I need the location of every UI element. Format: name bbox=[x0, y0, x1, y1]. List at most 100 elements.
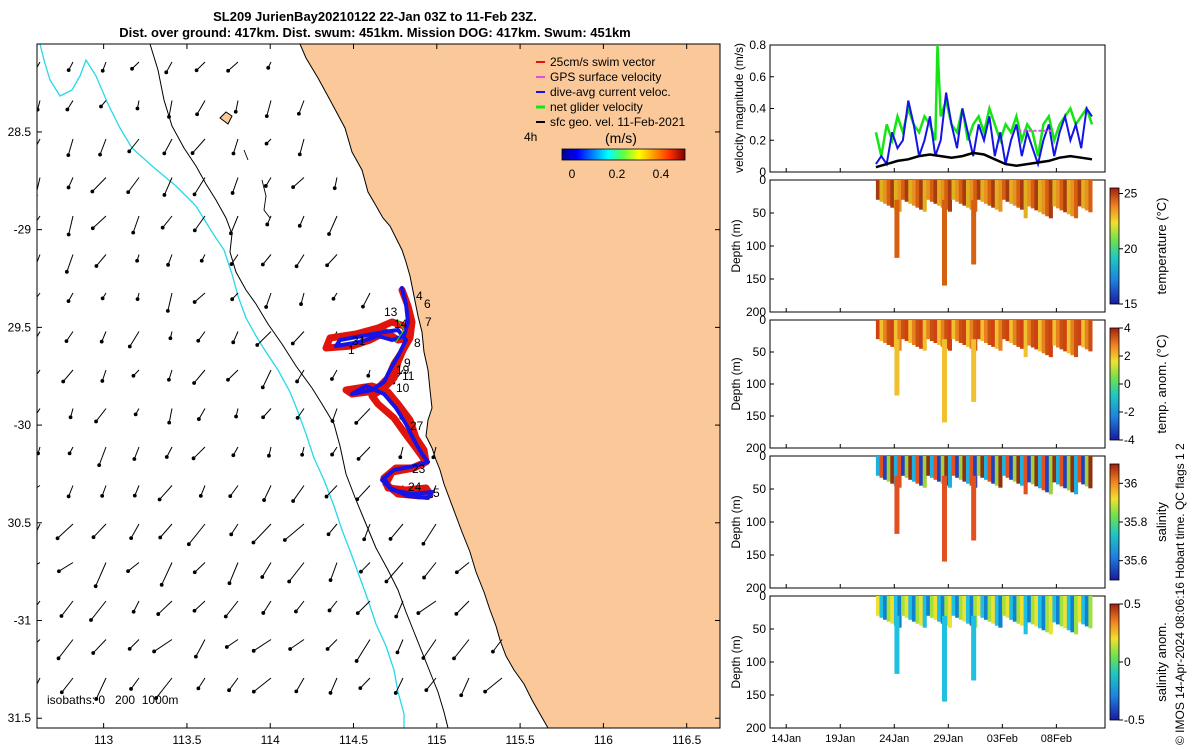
current-vector bbox=[129, 639, 140, 650]
section-cell bbox=[1084, 456, 1089, 487]
section-cell bbox=[919, 456, 924, 486]
section-cell bbox=[1045, 320, 1050, 356]
section-cell bbox=[1016, 180, 1021, 208]
current-vector bbox=[265, 292, 272, 308]
section-cell bbox=[980, 596, 985, 618]
section-cell bbox=[958, 456, 963, 480]
deep-profile bbox=[971, 615, 977, 681]
section-cell bbox=[940, 456, 945, 484]
section-y-tick-label: 0 bbox=[759, 589, 766, 603]
current-vector-head bbox=[299, 302, 303, 306]
current-vector bbox=[359, 677, 371, 689]
current-vector bbox=[98, 446, 107, 466]
section-cell bbox=[1045, 180, 1050, 217]
map-y-tick-label: 29.5 bbox=[8, 320, 32, 334]
deep-profile bbox=[894, 615, 900, 674]
section-cell bbox=[879, 596, 884, 618]
current-vector-head bbox=[91, 535, 96, 540]
section-cell bbox=[897, 320, 902, 351]
section-y-tick-label: 200 bbox=[746, 721, 766, 735]
section-cell bbox=[1070, 456, 1075, 493]
map-legend: 25cm/s swim vector GPS surface velocity … bbox=[524, 55, 686, 181]
current-vector-head bbox=[91, 651, 96, 655]
section-cell bbox=[933, 596, 938, 620]
map-x-tick-label: 116.5 bbox=[672, 733, 701, 747]
current-vector-head bbox=[260, 385, 265, 390]
current-vector bbox=[165, 61, 173, 73]
current-vector bbox=[328, 215, 338, 235]
waypoint-label: 23 bbox=[412, 462, 426, 476]
current-vector-head bbox=[190, 151, 195, 155]
section-cell bbox=[937, 456, 942, 482]
current-vector-head bbox=[265, 222, 270, 227]
current-vector-head bbox=[228, 494, 233, 499]
current-vector bbox=[162, 215, 173, 228]
current-vector bbox=[37, 177, 41, 193]
map-x-tick-label: 116 bbox=[594, 733, 613, 747]
section-cell bbox=[890, 320, 895, 347]
current-vector-head bbox=[229, 262, 234, 266]
section-cell bbox=[1070, 320, 1075, 356]
current-vector-head bbox=[32, 269, 35, 272]
section-cell bbox=[1056, 320, 1061, 348]
section-cell bbox=[947, 456, 952, 488]
current-vector-head bbox=[135, 258, 140, 263]
section-cell bbox=[1030, 180, 1035, 209]
section-cell bbox=[1048, 320, 1053, 358]
current-vector-head bbox=[129, 687, 133, 691]
current-vector bbox=[68, 485, 74, 497]
section-cell bbox=[940, 180, 945, 208]
velocity-y-tick-label: 0.2 bbox=[749, 133, 766, 147]
time-tick-label: 03Feb bbox=[987, 733, 1018, 745]
section-cell bbox=[886, 596, 891, 622]
current-vector bbox=[68, 215, 74, 235]
current-vector-head bbox=[251, 689, 256, 694]
current-vector-head bbox=[37, 338, 38, 341]
colorbar-tick-label: 0.5 bbox=[1124, 597, 1141, 611]
current-vector bbox=[295, 677, 305, 692]
current-vector-head bbox=[59, 690, 64, 695]
current-vector bbox=[232, 177, 239, 194]
isobath-label: isobaths: 0 200 1000m bbox=[47, 693, 178, 707]
current-vector bbox=[492, 639, 503, 652]
section-cell bbox=[890, 456, 895, 484]
colorbar-tick-label: 0 bbox=[1124, 655, 1131, 669]
section-cell bbox=[1009, 180, 1014, 204]
current-vector bbox=[288, 562, 305, 582]
time-tick-label: 29Jan bbox=[933, 733, 963, 745]
section-cell bbox=[886, 180, 891, 206]
section-cell bbox=[973, 456, 978, 488]
colorbar-tick-label: -0.5 bbox=[1124, 713, 1145, 727]
section-cell bbox=[1052, 180, 1057, 207]
section-cell bbox=[893, 456, 898, 486]
current-vector-head bbox=[164, 70, 169, 75]
current-vector-head bbox=[290, 341, 295, 346]
current-vector-head bbox=[331, 296, 336, 301]
section-cell bbox=[969, 180, 974, 210]
current-vector-head bbox=[192, 381, 196, 385]
section-cell bbox=[1063, 456, 1068, 489]
current-vector bbox=[101, 369, 107, 382]
section-cell bbox=[901, 596, 906, 616]
section-cell bbox=[951, 596, 956, 616]
current-vector-head bbox=[57, 569, 61, 574]
legend-geo: sfc geo. vel. 11-Feb-2021 bbox=[550, 115, 686, 129]
map-y-tick-label: -29 bbox=[14, 223, 32, 237]
section-cell bbox=[1002, 596, 1007, 616]
current-vector bbox=[37, 254, 41, 264]
current-vector-head bbox=[327, 608, 332, 613]
colorbar-tick-label: 35.6 bbox=[1124, 554, 1148, 568]
current-vector-head bbox=[224, 645, 229, 649]
waypoint-label: 11 bbox=[402, 369, 415, 383]
current-vector-head bbox=[26, 569, 29, 572]
current-vector-head bbox=[332, 186, 337, 191]
section-cell bbox=[929, 320, 934, 342]
current-vector-head bbox=[358, 686, 363, 691]
current-vector-head bbox=[300, 452, 305, 457]
current-vector bbox=[422, 639, 437, 659]
current-vector-head bbox=[459, 693, 464, 698]
current-vector bbox=[230, 215, 239, 234]
waypoint-label: 7 bbox=[425, 315, 432, 329]
current-vector bbox=[262, 600, 272, 614]
map-y-tick-label: 30.5 bbox=[8, 516, 32, 530]
